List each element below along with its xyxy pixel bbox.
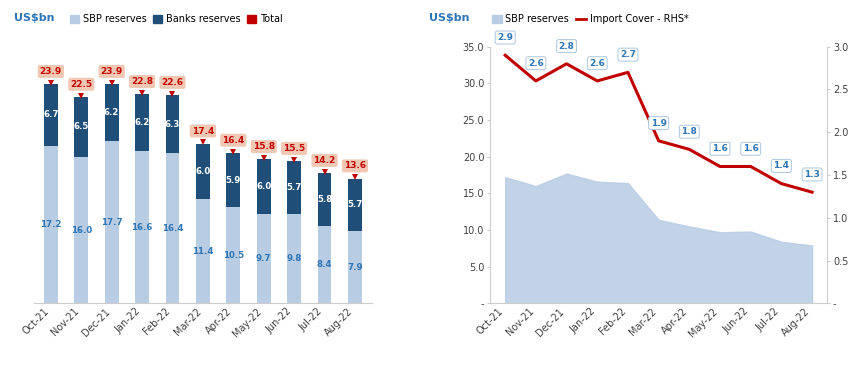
Bar [317,226,331,303]
Bar [196,199,210,303]
Bar [348,231,361,303]
Text: 16.4: 16.4 [162,224,183,233]
Text: 22.6: 22.6 [161,78,183,87]
Text: 6.2: 6.2 [104,108,119,117]
Bar [227,207,240,303]
Text: 1.8: 1.8 [681,127,696,136]
Text: 6.7: 6.7 [43,110,59,119]
Text: 6.5: 6.5 [73,123,89,131]
Text: 23.9: 23.9 [101,67,123,76]
Bar [74,97,88,157]
Text: 22.5: 22.5 [70,80,92,89]
Text: 14.2: 14.2 [313,156,336,165]
Bar [287,214,301,303]
Text: 17.4: 17.4 [192,126,214,135]
Text: 22.8: 22.8 [131,77,153,86]
Bar [317,173,331,226]
Text: 11.4: 11.4 [192,247,213,256]
Bar [287,161,301,214]
Bar [44,146,58,303]
Bar [135,95,149,151]
Text: 17.2: 17.2 [40,220,61,229]
Text: 5.7: 5.7 [347,200,362,209]
Bar [74,157,88,303]
Text: 2.6: 2.6 [527,59,544,68]
Legend: SBP reserves, Banks reserves, Total: SBP reserves, Banks reserves, Total [66,11,286,28]
Text: 6.3: 6.3 [164,120,180,129]
Text: 6.0: 6.0 [195,167,210,176]
Text: 9.8: 9.8 [286,254,302,263]
Text: 16.0: 16.0 [71,226,92,235]
Text: 2.9: 2.9 [497,33,513,42]
Bar [256,214,270,303]
Text: 15.8: 15.8 [252,142,274,151]
Text: 7.9: 7.9 [347,263,362,272]
Text: 6.0: 6.0 [256,182,271,191]
Text: 1.9: 1.9 [650,119,666,128]
Bar [196,144,210,199]
Text: 9.7: 9.7 [256,254,271,263]
Bar [135,151,149,303]
Text: US$bn: US$bn [14,13,55,23]
Text: 10.5: 10.5 [222,251,244,260]
Text: 2.7: 2.7 [619,50,636,59]
Bar [44,84,58,146]
Text: 5.7: 5.7 [286,183,302,192]
Text: 6.2: 6.2 [135,118,150,127]
Bar [165,153,179,303]
Text: 13.6: 13.6 [343,161,366,170]
Bar [227,153,240,207]
Legend: SBP reserves, Import Cover - RHS*: SBP reserves, Import Cover - RHS* [487,11,692,28]
Text: 8.4: 8.4 [316,260,332,270]
Text: 16.4: 16.4 [222,136,245,145]
Bar [105,84,118,141]
Text: 16.6: 16.6 [131,223,153,232]
Text: 2.6: 2.6 [589,59,604,68]
Text: 5.9: 5.9 [226,175,240,185]
Text: 23.9: 23.9 [40,67,62,76]
Text: 1.6: 1.6 [711,144,727,153]
Bar [348,179,361,231]
Text: 1.4: 1.4 [773,161,788,170]
Text: 2.8: 2.8 [558,42,574,51]
Text: 5.8: 5.8 [317,195,331,204]
Bar [165,95,179,153]
Bar [256,159,270,214]
Text: 1.6: 1.6 [742,144,757,153]
Text: 1.3: 1.3 [803,170,819,179]
Bar [105,141,118,303]
Text: US$bn: US$bn [429,13,469,23]
Text: 15.5: 15.5 [283,144,305,153]
Text: 17.7: 17.7 [101,218,123,227]
